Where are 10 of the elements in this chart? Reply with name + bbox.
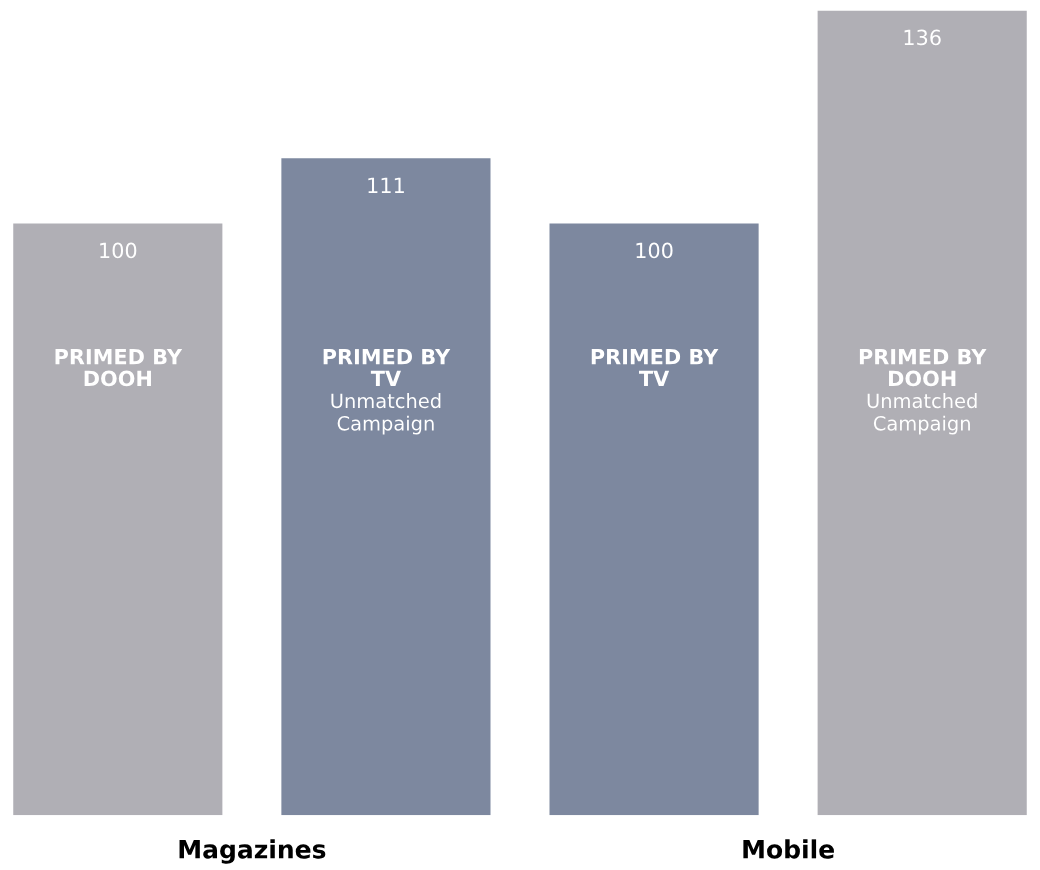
data-label: 100 <box>636 242 673 259</box>
data-label: 100 <box>100 242 137 259</box>
x-tick-label: PRIMED BY TV <box>591 349 719 387</box>
x-tick-label: PRIMED BY DOOH Unmatched Campaign <box>859 349 987 435</box>
x-tick-label: PRIMED BY DOOH <box>55 349 183 387</box>
text: Magazines <box>179 839 326 864</box>
data-label: 136 <box>904 29 941 46</box>
x-tick-label: PRIMED BY TV Unmatched Campaign <box>323 349 451 435</box>
data-label: 111 <box>368 177 404 193</box>
text: Mobile <box>743 839 834 859</box>
